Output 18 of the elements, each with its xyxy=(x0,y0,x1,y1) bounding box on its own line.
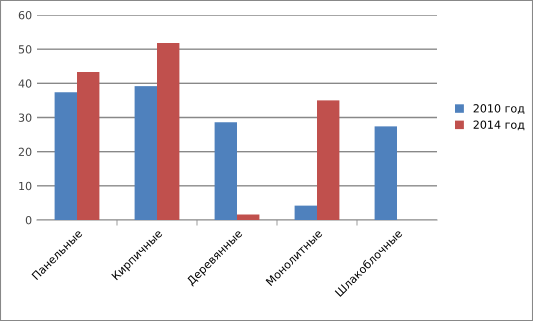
bar xyxy=(77,72,100,220)
y-tick-label: 50 xyxy=(18,45,32,54)
y-tick-label: 20 xyxy=(18,148,32,156)
y-tick-label: 30 xyxy=(18,113,32,122)
y-tick-label: 60 xyxy=(18,10,32,20)
bar xyxy=(317,100,340,220)
y-tick-label: 40 xyxy=(18,79,32,88)
legend-label: 2014 год xyxy=(474,120,524,130)
bar xyxy=(157,43,180,220)
y-tick-label: 10 xyxy=(19,182,32,190)
bar xyxy=(214,122,237,220)
y-tick-label: 0 xyxy=(26,216,32,224)
bar xyxy=(374,126,397,220)
bar xyxy=(237,214,260,220)
bar xyxy=(294,206,317,220)
bar xyxy=(134,86,157,220)
bar xyxy=(54,92,77,220)
legend-label: 2010 год xyxy=(474,104,524,114)
